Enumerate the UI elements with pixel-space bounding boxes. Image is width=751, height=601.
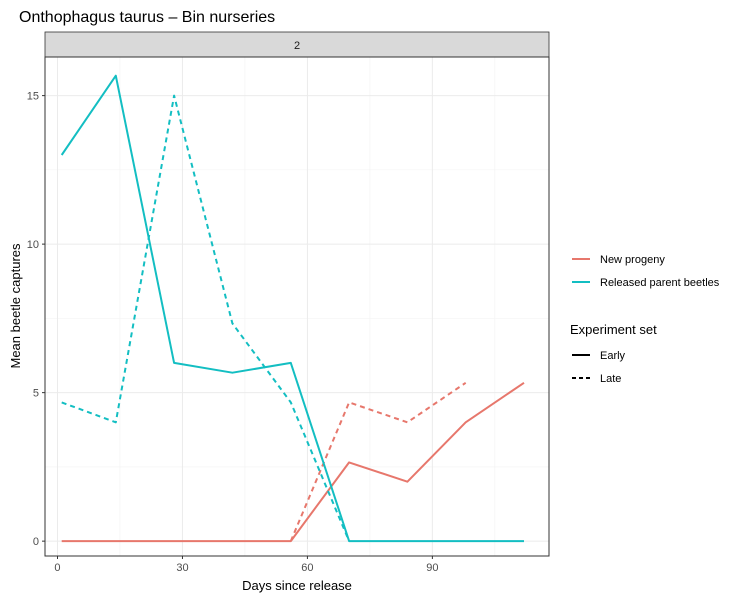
- y-tick-label: 0: [33, 536, 39, 548]
- x-axis: 0 30 60 90: [54, 556, 438, 574]
- legend-linetype: Experiment set Early Late: [570, 322, 657, 385]
- major-gridlines: [45, 57, 549, 556]
- chart-title: Onthophagus taurus – Bin nurseries: [19, 9, 275, 26]
- x-tick-label: 90: [426, 562, 438, 574]
- legend-color-label: New progeny: [600, 254, 665, 266]
- legend-linetype-label: Early: [600, 350, 626, 362]
- facet-label: 2: [294, 40, 300, 52]
- x-axis-title: Days since release: [242, 578, 352, 593]
- x-tick-label: 60: [301, 562, 313, 574]
- legend-linetype-title: Experiment set: [570, 322, 657, 337]
- y-axis: 0 5 10 15: [27, 91, 45, 548]
- facet-strip: [44, 31, 550, 58]
- x-tick-label: 0: [54, 562, 60, 574]
- y-axis-title: Mean beetle captures: [8, 243, 23, 369]
- y-tick-label: 15: [27, 91, 39, 103]
- series-line-new-progeny-late: [289, 381, 467, 542]
- legend-color-label: Released parent beetles: [600, 277, 720, 289]
- y-tick-label: 5: [33, 388, 39, 400]
- legend-linetype-label: Late: [600, 373, 621, 385]
- plot-panel: [44, 56, 550, 557]
- panel-border: [44, 56, 550, 557]
- series-line-released-parent-beetles-early: [60, 74, 524, 543]
- minor-gridlines: [45, 57, 549, 556]
- series-line-released-parent-beetles-late: [61, 94, 351, 542]
- legend-color: New progeny Released parent beetles: [572, 254, 720, 289]
- panel-background: [45, 57, 549, 556]
- x-tick-label: 30: [176, 562, 188, 574]
- y-tick-label: 10: [27, 239, 39, 251]
- series-lines: [60, 74, 525, 543]
